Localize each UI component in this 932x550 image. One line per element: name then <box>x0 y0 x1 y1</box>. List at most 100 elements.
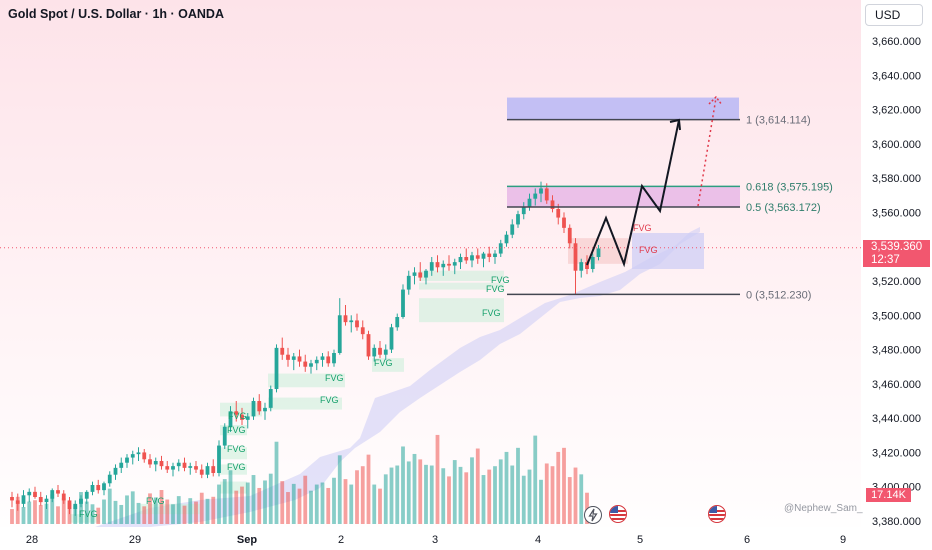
fvg-zone <box>419 298 504 323</box>
candle-body <box>142 452 147 460</box>
volume-bar <box>332 477 336 524</box>
volume-bar <box>516 447 520 524</box>
y-tick-label: 3,520.000 <box>872 276 921 288</box>
candle-body <box>452 262 457 266</box>
candle-body <box>585 262 589 269</box>
candle-body <box>130 454 135 458</box>
volume-bar <box>544 463 549 524</box>
candle-body <box>590 257 595 269</box>
volume-bar <box>142 506 147 524</box>
fvg-zone <box>419 282 504 290</box>
y-tick-label: 3,420.000 <box>872 447 921 459</box>
candle-body <box>205 466 210 475</box>
labels: 1 (3,614.114) 0.618 (3,575.195) 0.5 (3,563… <box>79 115 833 519</box>
candle-body <box>96 485 101 491</box>
candle-body <box>493 253 497 257</box>
fvg-label: FVG <box>482 308 501 318</box>
volume-bar <box>96 507 101 524</box>
candle-body <box>251 401 256 417</box>
volume-bar <box>320 482 325 524</box>
volume-bar <box>27 501 32 524</box>
fvg-label: FVG <box>227 462 246 472</box>
volume-bar <box>567 477 572 524</box>
fvg-label: FVG <box>633 223 652 233</box>
candle-body <box>61 493 66 501</box>
fvg-label: FVG <box>639 245 658 255</box>
volume-bar <box>504 451 509 524</box>
candle-body <box>326 356 331 364</box>
candle-body <box>50 490 55 499</box>
volume-bar <box>573 467 578 524</box>
volume-bars <box>10 434 589 524</box>
volume-bar <box>280 481 285 524</box>
volume-bar <box>429 465 434 524</box>
bar-countdown: 12:37 <box>871 254 900 266</box>
projection-path <box>586 119 680 268</box>
candle-body <box>412 272 417 276</box>
volume-bar <box>510 465 515 524</box>
volume-bar <box>182 505 187 524</box>
price-axis-panel <box>861 0 932 550</box>
watermark: @Nephew_Sam_ <box>784 503 863 514</box>
us-flag-icon[interactable] <box>708 505 726 523</box>
currency-button[interactable]: USD <box>865 4 923 26</box>
fib-label: 1 (3,614.114) <box>746 115 811 127</box>
volume-bar <box>406 461 411 524</box>
volume-bar <box>286 492 290 524</box>
volume-bar <box>153 497 158 524</box>
candle-body <box>234 411 239 415</box>
candle-body <box>372 347 377 357</box>
volume-bar <box>395 465 400 524</box>
volume-tag: 17.14K <box>866 488 911 502</box>
candle-body <box>504 234 509 244</box>
volume-bar <box>228 470 233 524</box>
candle-body <box>424 270 428 278</box>
candle-body <box>15 500 20 504</box>
candle-body <box>194 466 198 470</box>
volume-bar <box>355 470 359 524</box>
x-tick-label: Sep <box>237 534 257 546</box>
candle-body <box>136 452 141 455</box>
fvg-label: FVG <box>325 373 344 383</box>
last-price: 3,539.360 <box>871 241 923 253</box>
candle-body <box>533 193 538 199</box>
flash-icon[interactable] <box>584 506 602 524</box>
candle-body <box>67 500 72 509</box>
fib-label: 0.5 (3,563.172) <box>746 202 821 214</box>
fvg-label: FVG <box>227 444 246 454</box>
alt-arrowhead <box>708 95 723 106</box>
volume-bar <box>274 441 279 524</box>
candle-body <box>475 255 480 259</box>
fvg-zone <box>372 358 404 372</box>
candle-body <box>274 347 279 389</box>
fvg-zone <box>140 503 200 515</box>
time-axis-panel <box>0 527 861 550</box>
y-tick-label: 3,480.000 <box>872 345 921 357</box>
volume-bar <box>205 498 210 524</box>
fvg-label: FVG <box>486 284 505 294</box>
candle-body <box>286 354 290 360</box>
volume-bar <box>303 475 308 524</box>
fib-zone <box>507 186 740 207</box>
fib-label: 0.618 (3,575.195) <box>746 181 833 193</box>
candle-body <box>349 320 354 323</box>
candle-body <box>498 243 503 254</box>
y-tick-label: 3,380.000 <box>872 516 921 528</box>
candle-body <box>33 491 37 497</box>
chart-title: Gold Spot / U.S. Dollar · 1h · OANDA <box>8 7 224 21</box>
volume-bar <box>199 492 204 524</box>
fvg-zone <box>419 270 504 281</box>
volume-bar <box>412 453 417 524</box>
volume-bar <box>10 509 14 524</box>
us-flag-icon[interactable] <box>609 505 627 523</box>
projection-drawings <box>586 95 723 268</box>
volume-bar <box>136 502 141 524</box>
x-tick-label: 2 <box>338 534 344 546</box>
candle-body <box>458 257 463 263</box>
volume-bar <box>314 484 319 524</box>
volume-bar <box>533 435 538 524</box>
candle-body <box>90 485 95 492</box>
volume-bar <box>447 476 451 524</box>
